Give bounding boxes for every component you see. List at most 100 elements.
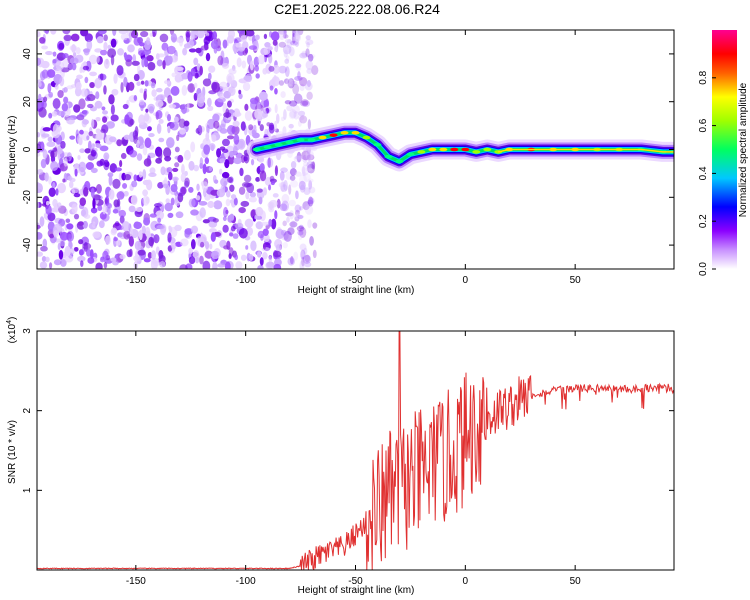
noise-blob: [257, 265, 264, 269]
noise-blob: [162, 60, 166, 70]
noise-blob: [78, 98, 86, 110]
noise-blob: [42, 149, 48, 159]
noise-blob: [145, 226, 151, 238]
colorbar-ticks: 0.0 0.2 0.4 0.6 0.8: [698, 70, 716, 276]
noise-blob: [148, 236, 155, 247]
noise-blob: [284, 58, 290, 64]
noise-blob: [268, 65, 275, 72]
noise-blob: [209, 228, 217, 233]
noise-blob: [244, 103, 249, 111]
noise-blob: [205, 132, 210, 142]
noise-blob: [240, 254, 247, 261]
noise-blob: [290, 220, 296, 229]
noise-blob: [52, 182, 56, 190]
noise-blob: [190, 67, 196, 77]
noise-blob: [258, 196, 263, 205]
noise-blob: [108, 175, 113, 186]
noise-blob: [80, 30, 89, 37]
noise-blob: [239, 167, 244, 177]
noise-blob: [100, 49, 108, 56]
noise-blob: [181, 163, 185, 175]
noise-blob: [64, 254, 74, 263]
noise-blob: [184, 177, 190, 187]
noise-blob: [48, 91, 54, 98]
noise-blob: [167, 113, 172, 122]
noise-blob: [60, 140, 66, 149]
noise-blob: [98, 30, 107, 35]
noise-blob: [108, 189, 115, 200]
noise-blob: [164, 202, 173, 212]
noise-blob: [95, 91, 100, 100]
noise-blob: [213, 120, 220, 129]
noise-blob: [156, 94, 166, 100]
noise-blob: [112, 30, 117, 36]
noise-blob: [73, 213, 80, 220]
noise-blob: [240, 121, 246, 131]
noise-blob: [89, 249, 94, 260]
noise-blob: [152, 31, 156, 37]
noise-blob: [70, 33, 80, 42]
colorbar-label: Normalized spectral amplitude: [738, 82, 749, 217]
noise-blob: [84, 76, 89, 84]
noise-blob: [135, 207, 143, 212]
noise-blob: [92, 198, 96, 209]
noise-blob: [109, 163, 118, 173]
noise-blob: [170, 86, 180, 96]
noise-blob: [219, 93, 224, 99]
noise-blob: [233, 134, 240, 145]
noise-blob: [142, 169, 147, 180]
noise-blob: [116, 139, 123, 147]
noise-blob: [295, 64, 302, 72]
noise-blob: [255, 206, 264, 217]
spectrogram-x-tick-label: 50: [570, 275, 582, 286]
noise-blob: [39, 216, 45, 227]
noise-blob: [286, 105, 293, 112]
noise-blob: [48, 112, 53, 119]
colorbar-tick-label: 0.4: [698, 166, 709, 180]
noise-blob: [139, 88, 144, 94]
noise-blob: [145, 179, 153, 191]
noise-blob: [278, 65, 287, 74]
noise-blob: [294, 39, 300, 47]
noise-blob: [226, 177, 233, 183]
noise-blob: [297, 120, 302, 127]
noise-blob: [228, 232, 234, 237]
noise-blob: [193, 164, 200, 172]
noise-blob: [258, 91, 268, 101]
noise-blob: [227, 75, 233, 84]
noise-blob: [107, 48, 117, 58]
noise-blob: [123, 52, 127, 59]
noise-blob: [242, 82, 251, 91]
noise-blob: [167, 55, 173, 65]
noise-blob: [199, 255, 204, 265]
noise-blob: [113, 199, 120, 208]
noise-blob: [131, 180, 138, 188]
noise-blob: [98, 220, 105, 229]
noise-blob: [213, 200, 223, 210]
noise-blob: [80, 209, 87, 217]
noise-blob: [143, 258, 151, 263]
noise-blob: [294, 63, 302, 69]
ridge-hotspot: [384, 154, 393, 159]
noise-blob: [308, 197, 315, 205]
noise-blob: [49, 262, 53, 269]
noise-blob: [78, 249, 84, 256]
noise-blob: [124, 114, 130, 125]
noise-blob: [289, 100, 298, 107]
noise-blob: [243, 174, 252, 183]
noise-blob: [279, 171, 285, 181]
noise-blob: [41, 133, 50, 138]
noise-blob: [197, 124, 203, 136]
noise-blob: [298, 110, 306, 117]
noise-blob: [123, 134, 131, 140]
noise-blob: [235, 261, 243, 269]
noise-blob: [153, 234, 160, 244]
noise-blob: [185, 31, 190, 43]
noise-blob: [193, 82, 198, 89]
noise-blob: [58, 249, 64, 260]
noise-blob: [274, 88, 278, 95]
noise-blob: [96, 160, 104, 167]
noise-blob: [138, 42, 145, 47]
noise-blob: [289, 80, 298, 86]
noise-blob: [281, 181, 286, 188]
